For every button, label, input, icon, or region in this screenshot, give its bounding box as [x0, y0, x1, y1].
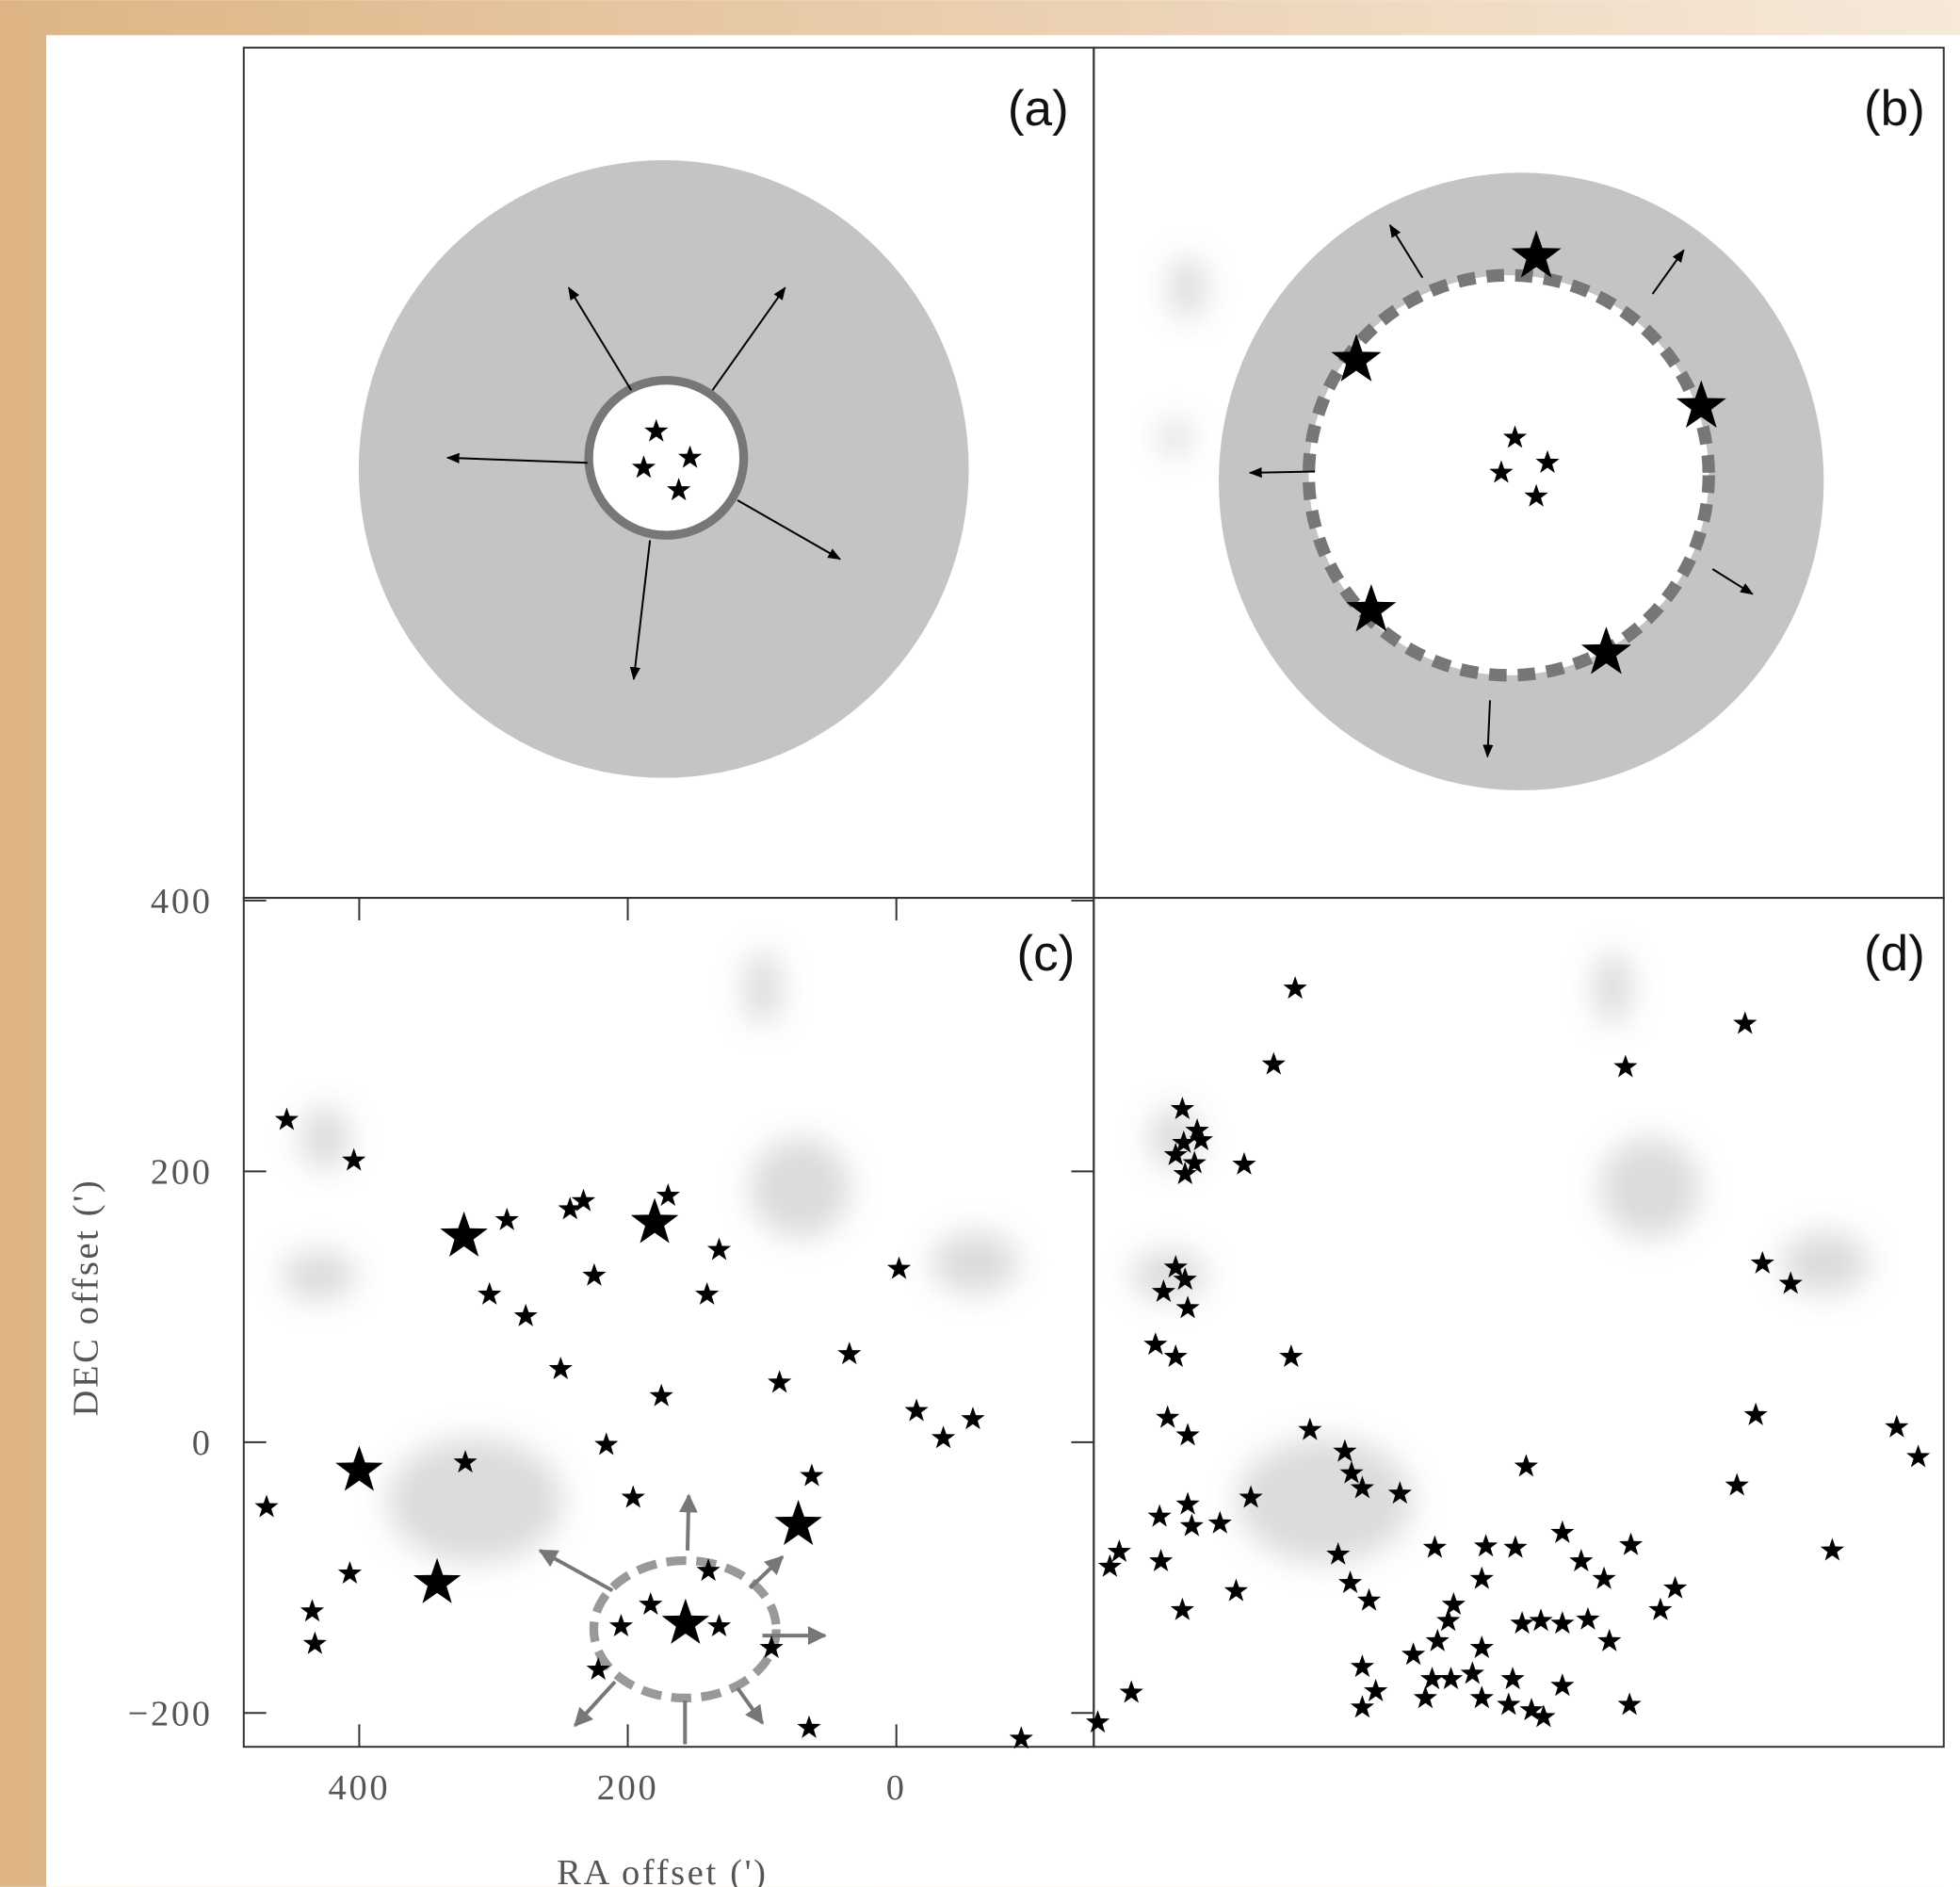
y-axis-label: DEC offset (')	[67, 1179, 106, 1417]
x-tick-label: 0	[886, 1768, 907, 1808]
page: {"panels": [{"label": "(a)"}, {"label": …	[0, 0, 1960, 1887]
y-tick-label: 200	[151, 1153, 213, 1193]
panel-label: (d)	[1864, 926, 1925, 982]
panel-label: (c)	[1016, 926, 1075, 982]
x-axis-label: RA offset (')	[557, 1853, 769, 1887]
figure: (a) (b) 4002000−2000200400RA offse	[0, 0, 1960, 1887]
y-tick-label: −200	[128, 1695, 213, 1734]
panel-label: (b)	[1864, 81, 1925, 137]
y-tick-label: 400	[151, 882, 213, 921]
y-tick-label: 0	[192, 1423, 213, 1463]
panel-label: (a)	[1008, 81, 1069, 137]
bubble	[589, 381, 744, 536]
x-tick-label: 400	[329, 1768, 391, 1808]
x-tick-label: 200	[597, 1768, 659, 1808]
